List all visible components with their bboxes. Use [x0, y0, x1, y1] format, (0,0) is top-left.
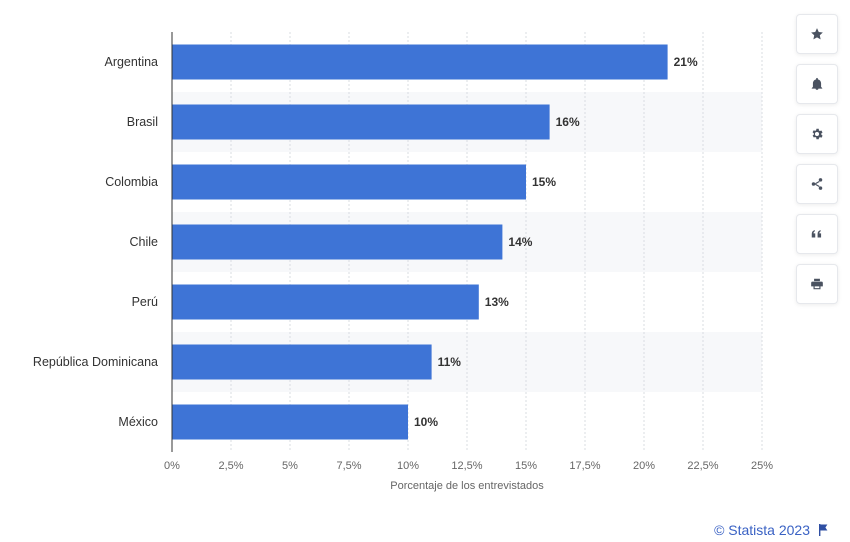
category-label: México	[118, 415, 158, 429]
data-label: 10%	[414, 415, 438, 429]
category-label: Chile	[130, 235, 159, 249]
data-label: 14%	[508, 235, 532, 249]
category-label: República Dominicana	[33, 355, 158, 369]
bar[interactable]	[172, 284, 479, 320]
cite-button[interactable]	[796, 214, 838, 254]
data-labels: 21% 16% 15% 14% 13% 11% 10%	[414, 55, 698, 429]
statista-credit[interactable]: © Statista 2023	[714, 522, 810, 538]
bar[interactable]	[172, 224, 503, 260]
favorite-button[interactable]	[796, 14, 838, 54]
footer: © Statista 2023	[714, 522, 828, 538]
x-tick-label: 0%	[164, 460, 180, 472]
x-tick-label: 10%	[397, 460, 419, 472]
notification-button[interactable]	[796, 64, 838, 104]
toolbar	[796, 14, 838, 314]
x-tick-label: 22,5%	[687, 460, 718, 472]
bar[interactable]	[172, 404, 408, 440]
print-button[interactable]	[796, 264, 838, 304]
category-label: Perú	[132, 295, 158, 309]
data-label: 15%	[532, 175, 556, 189]
category-label: Argentina	[104, 55, 158, 69]
bar[interactable]	[172, 344, 432, 380]
bars	[172, 44, 668, 440]
x-tick-labels: 0% 2,5% 5% 7,5% 10% 12,5% 15% 17,5% 20% 22,5% 25%	[164, 460, 773, 472]
bar[interactable]	[172, 104, 550, 140]
x-tick-label: 7,5%	[336, 460, 361, 472]
flag-icon[interactable]	[818, 524, 828, 536]
category-label: Colombia	[105, 175, 158, 189]
gear-icon	[812, 128, 823, 140]
x-tick-label: 15%	[515, 460, 537, 472]
category-labels: Argentina Brasil Colombia Chile Perú Repúblic…	[33, 55, 158, 429]
printer-icon	[811, 278, 823, 290]
share-button[interactable]	[796, 164, 838, 204]
x-axis-title: Porcentaje de los entrevistados	[390, 480, 544, 492]
bar-chart: Argentina Brasil Colombia Chile Perú Repúblic…	[33, 32, 773, 492]
x-tick-label: 25%	[751, 460, 773, 472]
x-tick-label: 5%	[282, 460, 298, 472]
share-icon	[811, 178, 823, 190]
settings-button[interactable]	[796, 114, 838, 154]
data-label: 11%	[438, 355, 462, 369]
x-tick-label: 17,5%	[569, 460, 600, 472]
bar[interactable]	[172, 164, 526, 200]
data-label: 16%	[556, 115, 580, 129]
quote-icon	[811, 230, 822, 238]
star-icon	[811, 28, 823, 40]
data-label: 13%	[485, 295, 509, 309]
bar[interactable]	[172, 44, 668, 80]
data-label: 21%	[674, 55, 698, 69]
x-tick-label: 12,5%	[451, 460, 482, 472]
x-tick-label: 2,5%	[218, 460, 243, 472]
x-tick-label: 20%	[633, 460, 655, 472]
bell-icon	[811, 77, 823, 90]
category-label: Brasil	[127, 115, 158, 129]
